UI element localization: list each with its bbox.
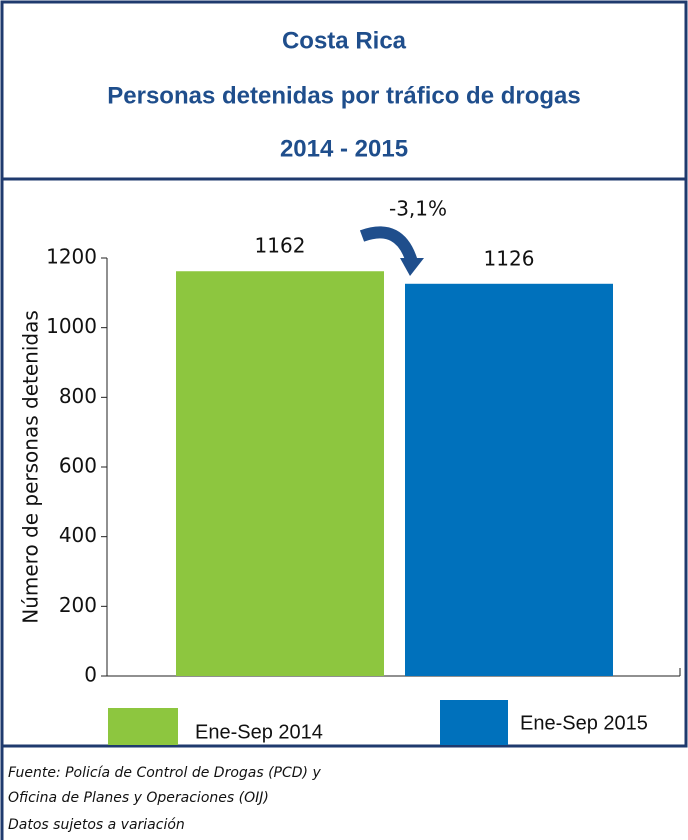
y-tick-label: 1200 bbox=[46, 245, 97, 269]
change-arrowhead bbox=[400, 258, 424, 276]
value-label: 1162 bbox=[255, 234, 306, 258]
y-axis-label: Número de personas detenidas bbox=[19, 310, 43, 624]
y-tick-label: 800 bbox=[59, 384, 97, 408]
y-tick-label: 1000 bbox=[46, 314, 97, 338]
y-tick-label: 600 bbox=[59, 454, 97, 478]
chart-subtitle: Personas detenidas por tráfico de drogas bbox=[107, 82, 580, 109]
legend-label: Ene-Sep 2015 bbox=[520, 712, 648, 734]
annotation: -3,1% bbox=[389, 197, 447, 221]
chart-period: 2014 - 2015 bbox=[280, 135, 408, 162]
bar bbox=[176, 271, 384, 676]
change-arrow bbox=[359, 226, 418, 264]
y-tick-label: 0 bbox=[84, 663, 97, 687]
note: Datos sujetos a variación bbox=[8, 817, 185, 833]
note: Oficina de Planes y Operaciones (OIJ) bbox=[8, 790, 269, 806]
bar bbox=[405, 283, 613, 676]
chart-title: Costa Rica bbox=[282, 27, 407, 54]
frame bbox=[0, 0, 688, 748]
y-tick-label: 400 bbox=[59, 523, 97, 547]
y-tick-label: 200 bbox=[59, 593, 97, 617]
legend-label: Ene-Sep 2014 bbox=[195, 721, 323, 743]
legend-swatch bbox=[440, 700, 508, 745]
value-label: 1126 bbox=[484, 246, 535, 270]
legend-swatch bbox=[108, 708, 178, 745]
note: Fuente: Policía de Control de Drogas (PC… bbox=[8, 765, 321, 781]
